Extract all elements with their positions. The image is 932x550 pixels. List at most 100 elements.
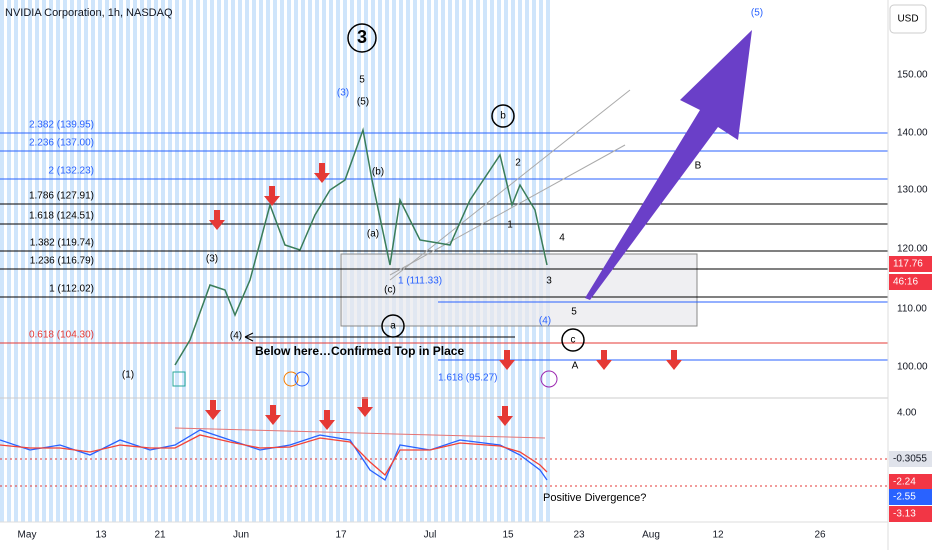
fib-label: 1.236 (116.79) <box>30 256 94 267</box>
annotation: Positive Divergence? <box>543 492 646 504</box>
fib-label: 2.382 (139.95) <box>29 120 94 131</box>
stripe <box>238 0 242 522</box>
stripe <box>84 0 88 522</box>
wave-label: (3) <box>337 88 349 99</box>
wave-circle <box>347 23 377 53</box>
stripe <box>35 0 39 522</box>
stripe <box>273 0 277 522</box>
date-tick: Jul <box>424 530 437 541</box>
down-arrow <box>596 350 612 370</box>
stripe <box>70 0 74 522</box>
stripe <box>203 0 207 522</box>
stripe <box>77 0 81 522</box>
wave-label: (5) <box>357 97 369 108</box>
stripe <box>189 0 193 522</box>
price-tick: 110.00 <box>897 304 927 315</box>
down-arrow <box>666 350 682 370</box>
price-badge <box>889 474 932 490</box>
price-tick: 140.00 <box>897 128 928 139</box>
currency-button[interactable] <box>889 4 927 34</box>
price-tick: 130.00 <box>897 185 928 196</box>
price-badge <box>889 451 932 467</box>
stripe <box>0 0 4 522</box>
stripe <box>168 0 172 522</box>
currency[interactable]: USD <box>897 14 918 25</box>
stripe <box>301 0 305 522</box>
stripe <box>140 0 144 522</box>
stripe <box>196 0 200 522</box>
stripe <box>133 0 137 522</box>
stripe <box>259 0 263 522</box>
fib-lines <box>0 132 888 361</box>
down-arrow <box>357 397 373 417</box>
date-tick: 13 <box>95 530 107 541</box>
down-arrow <box>499 350 515 370</box>
stripe <box>266 0 270 522</box>
channel-line <box>389 144 626 276</box>
channel-line <box>389 89 631 281</box>
wave-label: (4) <box>230 331 242 342</box>
event-icon <box>540 370 558 388</box>
wave-label: 1 <box>507 220 513 231</box>
price-badge-text: -3.13 <box>893 509 916 520</box>
down-arrow <box>209 210 225 230</box>
wave-label: (a) <box>367 229 379 240</box>
stripe <box>21 0 25 522</box>
stripe <box>231 0 235 522</box>
stripe <box>42 0 46 522</box>
stripe <box>112 0 116 522</box>
osc-line <box>0 429 548 481</box>
stripe <box>98 0 102 522</box>
stripe <box>91 0 95 522</box>
divergence-line <box>174 427 546 439</box>
wave-label: (c) <box>384 285 396 296</box>
stripe <box>210 0 214 522</box>
wave-label: b <box>500 111 506 122</box>
stripe <box>329 0 333 522</box>
stripe <box>154 0 158 522</box>
stripe <box>175 0 179 522</box>
down-arrow <box>497 406 513 426</box>
wave-label: (1) <box>122 370 134 381</box>
osc-signal <box>0 434 548 476</box>
stripe <box>280 0 284 522</box>
wave-circle <box>381 314 405 338</box>
fib-label: 1 (111.33) <box>398 276 442 287</box>
date-tick: 12 <box>712 530 724 541</box>
wave-label: 5 <box>359 75 365 86</box>
event-icon <box>294 371 310 387</box>
price-path <box>174 127 548 366</box>
date-tick: 21 <box>154 530 166 541</box>
wave-label: (3) <box>206 254 218 265</box>
stripe <box>63 0 67 522</box>
stripe <box>308 0 312 522</box>
price-tick: 4.00 <box>897 408 917 419</box>
event-icon <box>283 371 299 387</box>
price-badge-text: 117.76 <box>893 259 923 270</box>
stripe <box>147 0 151 522</box>
stripe <box>217 0 221 522</box>
down-arrow <box>205 400 221 420</box>
stripe <box>7 0 11 522</box>
stripe <box>105 0 109 522</box>
wave-label: 5 <box>571 307 577 318</box>
stripe <box>294 0 298 522</box>
wave-label: (b) <box>372 167 384 178</box>
down-arrow <box>264 186 280 206</box>
date-tick: 26 <box>814 530 826 541</box>
price-badge <box>889 274 932 290</box>
wave-circle <box>491 104 515 128</box>
wave-label: (4) <box>539 316 551 327</box>
fib-label: 1.618 (95.27) <box>438 373 498 384</box>
wave-label: B <box>695 161 702 172</box>
fib-label: 1 (112.02) <box>49 284 94 295</box>
price-badge <box>889 489 932 505</box>
date-tick: Aug <box>642 530 660 541</box>
price-badge <box>889 506 932 522</box>
arrowhead <box>244 332 254 342</box>
annotation: Below here…Confirmed Top in Place <box>255 344 464 358</box>
stripe <box>224 0 228 522</box>
wave-circle <box>561 328 585 352</box>
fib-label: 2 (132.23) <box>48 166 94 177</box>
